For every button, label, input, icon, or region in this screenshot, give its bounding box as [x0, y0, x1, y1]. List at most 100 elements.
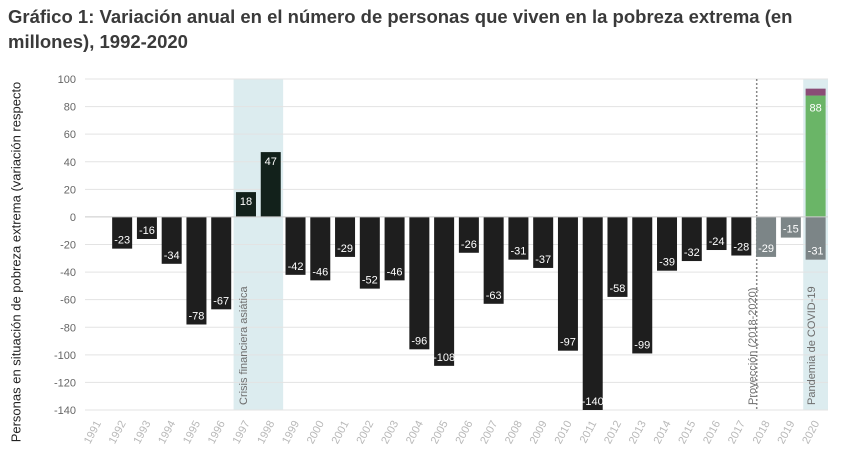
x-tick-label: 1998 [255, 419, 277, 446]
bar [681, 216, 702, 262]
data-label: -34 [164, 250, 180, 262]
bar [161, 216, 182, 264]
bar [607, 216, 628, 297]
data-label: -31 [510, 246, 526, 258]
data-label: -67 [213, 295, 229, 307]
bar [235, 192, 256, 217]
y-tick-label: -60 [60, 295, 76, 307]
x-tick-label: 2011 [578, 419, 600, 446]
annotation-label: Proyección (2018-2020) [747, 288, 759, 405]
bar [434, 216, 455, 366]
bar [186, 216, 207, 325]
x-tick-label: 2008 [503, 419, 525, 446]
data-label: -52 [362, 275, 378, 287]
x-tick-label: 2015 [676, 419, 698, 446]
x-tick-label: 1999 [280, 419, 302, 446]
x-tick-label: 2009 [528, 419, 550, 446]
bar [136, 216, 157, 239]
x-tick-label: 2010 [553, 419, 575, 446]
bar [582, 216, 603, 410]
y-tick-label: 0 [70, 212, 76, 224]
data-label: -97 [560, 337, 576, 349]
y-tick-label: 80 [64, 102, 76, 114]
data-label: -46 [387, 266, 403, 278]
bar [458, 216, 479, 253]
y-tick-label: 60 [64, 129, 76, 141]
x-tick-label: 1994 [156, 419, 178, 446]
data-label: -39 [659, 257, 675, 269]
x-tick-label: 2003 [379, 419, 401, 446]
x-tick-label: 2019 [775, 419, 797, 446]
y-tick-label: -40 [60, 267, 76, 279]
x-tick-label: 2017 [726, 419, 748, 446]
bar [557, 216, 578, 351]
x-tick-label: 2006 [453, 419, 475, 446]
data-label: -96 [411, 335, 427, 347]
x-tick-label: 2018 [751, 419, 773, 446]
x-tick-label: 2012 [602, 419, 624, 446]
bar [211, 216, 232, 310]
bar [359, 216, 380, 289]
y-tick-label: 100 [58, 74, 76, 86]
bar [285, 216, 306, 275]
bar [310, 216, 331, 281]
bar [335, 216, 356, 257]
x-tick-label: 2020 [800, 419, 822, 446]
data-label: -78 [188, 310, 204, 322]
data-label: -42 [288, 261, 304, 273]
bar [483, 216, 504, 304]
data-label: -32 [684, 247, 700, 259]
data-label: -63 [486, 290, 502, 302]
x-tick-label: 2013 [627, 419, 649, 446]
data-label: -29 [758, 243, 774, 255]
bar [756, 216, 777, 257]
bar [508, 216, 529, 260]
y-tick-label: -80 [60, 322, 76, 334]
annotation-label: Pandemia de COVID-19 [806, 286, 818, 405]
bar [706, 216, 727, 251]
data-label: -140 [582, 396, 604, 408]
data-label: -16 [139, 225, 155, 237]
data-label: -31 [808, 246, 824, 258]
bar [657, 216, 678, 271]
bar [409, 216, 430, 350]
bar [780, 216, 801, 238]
bar [384, 216, 405, 281]
y-tick-label: 40 [64, 157, 76, 169]
data-label: -28 [733, 242, 749, 254]
bar [533, 216, 554, 268]
data-label: -37 [535, 254, 551, 266]
x-tick-label: 1992 [107, 419, 129, 446]
bar [731, 216, 752, 256]
bar [112, 216, 133, 249]
x-tick-label: 1995 [181, 419, 203, 446]
bar [805, 216, 826, 260]
data-label: -24 [709, 236, 725, 248]
x-tick-label: 2002 [354, 419, 376, 446]
data-label: -46 [312, 266, 328, 278]
data-label: -99 [634, 339, 650, 351]
x-tick-label: 2004 [404, 419, 426, 446]
covid-stack-bar [805, 95, 826, 217]
x-tick-label: 2000 [305, 419, 327, 446]
x-tick-label: 2005 [429, 419, 451, 446]
x-tick-label: 2001 [330, 419, 352, 446]
x-tick-label: 1997 [231, 419, 253, 446]
y-tick-label: -120 [54, 377, 76, 389]
data-label: 88 [809, 103, 821, 115]
data-label: -26 [461, 239, 477, 251]
y-tick-label: -100 [54, 350, 76, 362]
data-label: 18 [240, 196, 252, 208]
data-label: -15 [783, 224, 799, 236]
annotation-label: Crisis financiera asiática [238, 286, 250, 405]
y-tick-label: 20 [64, 184, 76, 196]
x-tick-label: 1993 [131, 419, 153, 446]
x-tick-label: 2016 [701, 419, 723, 446]
data-label: -29 [337, 243, 353, 255]
x-tick-label: 2014 [652, 419, 674, 446]
data-label: -108 [433, 352, 455, 364]
x-tick-label: 2007 [478, 419, 500, 446]
data-label: -23 [114, 235, 130, 247]
bar [260, 152, 281, 217]
